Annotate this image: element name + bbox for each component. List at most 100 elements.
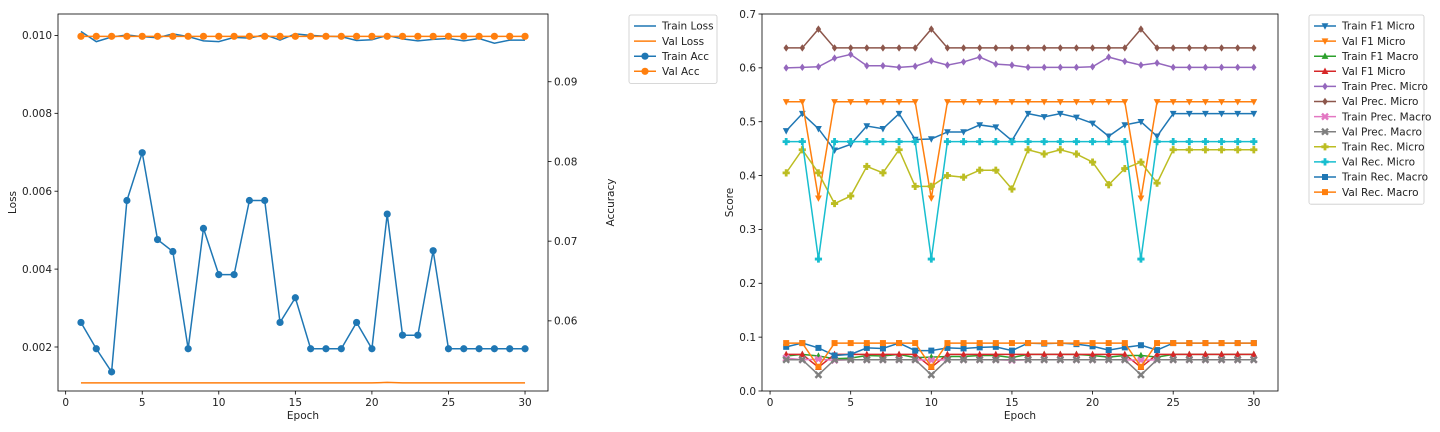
data-point (912, 340, 919, 347)
data-point (337, 345, 345, 353)
data-point (814, 169, 823, 177)
data-point (1153, 133, 1161, 140)
data-point (199, 224, 208, 233)
legend-marker (1321, 23, 1329, 30)
data-point (798, 146, 806, 154)
plot-frame (57, 13, 549, 392)
data-point (1218, 44, 1225, 52)
x-tick-label: 5 (847, 397, 854, 409)
data-point (1170, 63, 1176, 72)
y2-tick-label: 0.08 (554, 156, 577, 168)
data-point (92, 345, 100, 353)
y-tick-label: 0.002 (22, 342, 52, 354)
data-point (992, 166, 1000, 174)
x-tick-label: 15 (289, 397, 302, 409)
data-point (475, 345, 483, 353)
data-point (1056, 146, 1064, 154)
series-line (786, 53, 1254, 69)
data-point (944, 350, 951, 358)
data-point (352, 318, 361, 327)
legend-label: Train Loss (661, 21, 714, 33)
series-val-prec-micro (783, 25, 1257, 52)
series-line (786, 353, 1254, 369)
data-point (944, 340, 951, 347)
data-point (1008, 355, 1016, 364)
series-train-f1-micro (782, 110, 1258, 154)
data-point (475, 32, 483, 40)
x-tick-label: 20 (365, 397, 378, 409)
data-point (1234, 340, 1241, 347)
data-point (1137, 195, 1145, 202)
data-point (960, 345, 967, 352)
data-point (1089, 350, 1096, 358)
data-point (1040, 350, 1048, 358)
data-point (895, 110, 903, 118)
data-point (814, 355, 823, 364)
y-tick-label: 0.6 (739, 63, 756, 75)
data-point (847, 192, 855, 200)
data-point (1218, 350, 1225, 358)
data-point (1040, 150, 1048, 158)
data-point (1153, 355, 1161, 364)
legend-marker (1322, 174, 1328, 180)
plot-frame (761, 13, 1279, 392)
legend-label: Train Acc (661, 51, 709, 63)
data-point (1089, 340, 1096, 347)
data-point (1121, 122, 1129, 129)
y2-tick-label: 0.07 (554, 236, 577, 248)
data-point (864, 44, 870, 52)
data-point (1105, 350, 1113, 358)
data-point (782, 169, 790, 177)
data-point (1233, 355, 1242, 364)
data-point (976, 44, 983, 52)
data-point (1186, 340, 1193, 347)
data-point (1089, 120, 1096, 128)
data-point (847, 351, 854, 358)
legend-label: Val Loss (662, 36, 704, 48)
data-point (960, 350, 967, 358)
legend: Train F1 Micro Val F1 Micro Train F1 Macro… (1308, 14, 1431, 205)
data-point (928, 347, 935, 354)
data-point (1122, 44, 1128, 52)
legend-marker (1322, 82, 1328, 91)
y-tick-label: 0.010 (22, 30, 52, 42)
data-point (153, 32, 162, 40)
data-point (1201, 138, 1210, 146)
data-point (1234, 44, 1241, 52)
legend-label: Val F1 Micro (1342, 36, 1405, 48)
data-point (1154, 347, 1161, 354)
data-point (1008, 340, 1015, 347)
data-point (1024, 110, 1032, 118)
data-point (1120, 355, 1129, 364)
data-point (1008, 347, 1015, 354)
data-point (1105, 44, 1112, 52)
data-point (1170, 340, 1177, 347)
legend-label: Val Prec. Macro (1342, 126, 1422, 138)
x-axis-label: Epoch (287, 410, 319, 422)
data-point (831, 147, 838, 154)
x-tick-label: 10 (212, 397, 225, 409)
data-point (943, 171, 952, 180)
data-point (153, 235, 162, 244)
data-point (1218, 99, 1225, 106)
data-point (1202, 110, 1209, 118)
data-point (1137, 356, 1145, 365)
data-point (799, 63, 806, 72)
data-point (1185, 350, 1193, 358)
data-point (847, 138, 855, 146)
data-point (879, 345, 886, 352)
series-val-prec-macro (782, 355, 1258, 379)
data-point (863, 138, 871, 146)
data-point (960, 99, 967, 106)
data-point (1122, 57, 1128, 66)
data-point (1186, 63, 1193, 72)
data-point (169, 247, 177, 256)
data-point (1008, 138, 1016, 146)
data-point (863, 340, 870, 347)
data-point (1072, 150, 1081, 158)
data-point (1251, 44, 1257, 52)
data-point (830, 199, 839, 208)
data-point (976, 99, 984, 106)
data-point (1025, 63, 1031, 72)
data-point (1089, 63, 1096, 71)
